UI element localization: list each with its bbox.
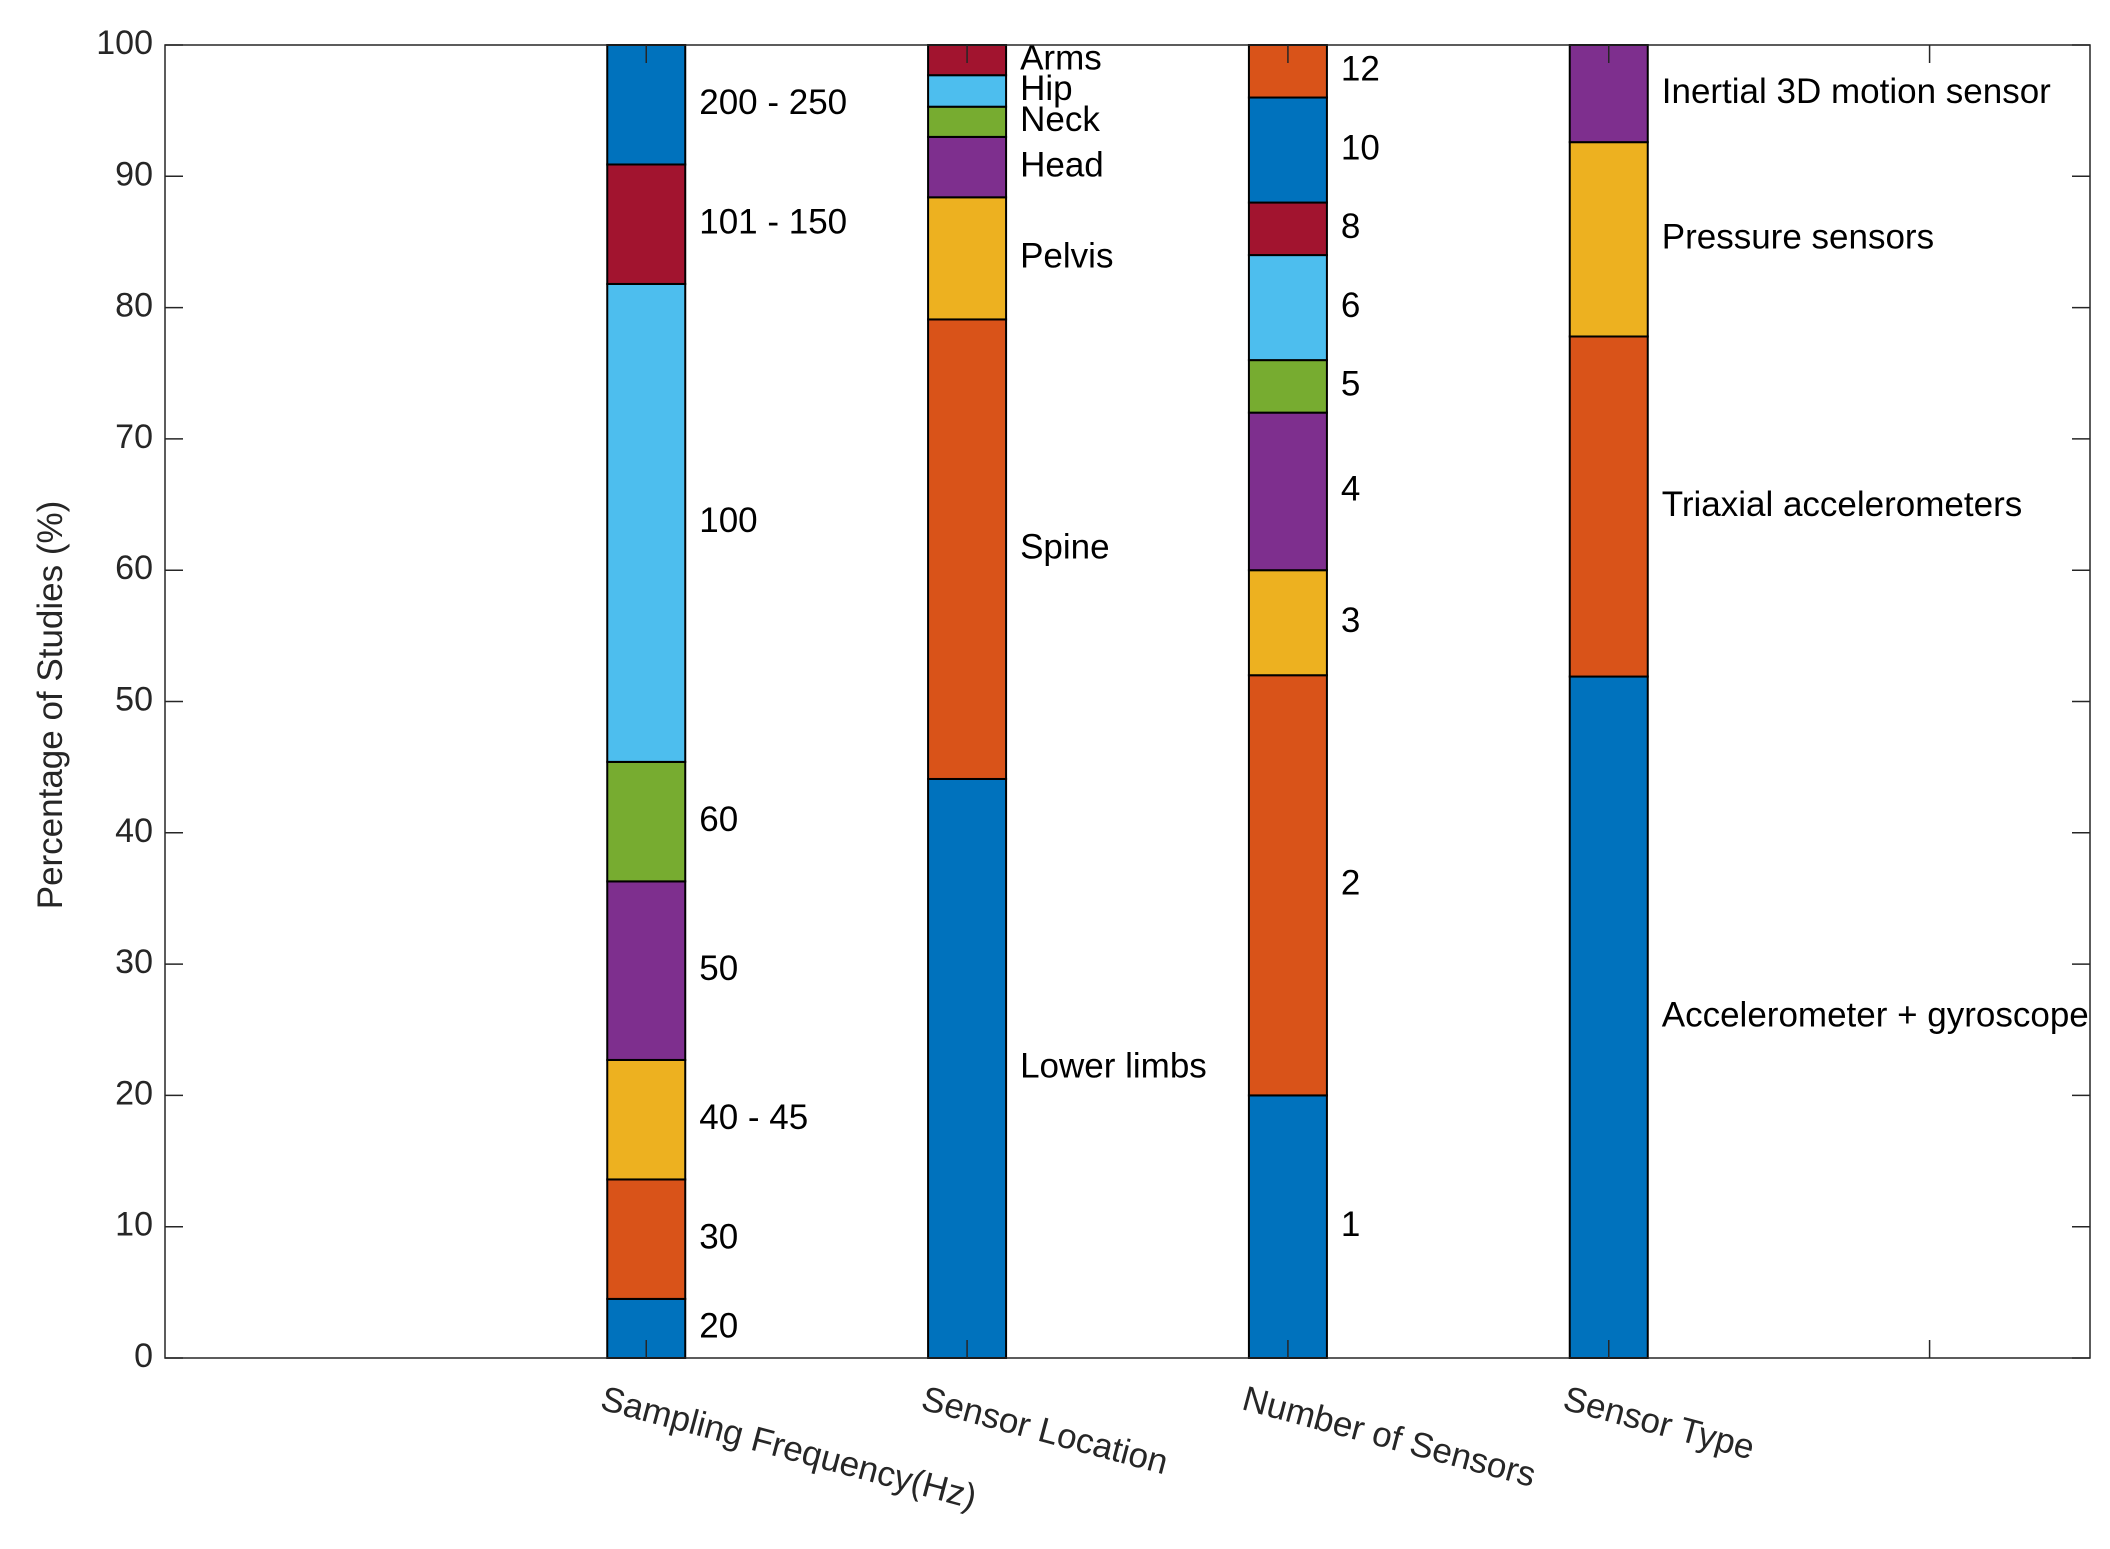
y-tick-label-40: 40 (115, 812, 153, 850)
bar-segment-sensor-type-triaxial-accelerometers (1568, 335, 1649, 678)
y-tick-label-50: 50 (115, 680, 153, 718)
y-tick-label-10: 10 (115, 1206, 153, 1244)
bar-segment-sampling-frequency-hz-40-45 (606, 1058, 687, 1181)
segment-label-number-of-sensors-4: 4 (1341, 470, 1360, 509)
bar-segment-sensor-location-lower-limbs (927, 777, 1008, 1359)
bar-segment-sampling-frequency-hz-100 (606, 282, 687, 763)
segment-label-sampling-frequency-hz-50: 50 (699, 949, 738, 988)
bar-segment-number-of-sensors-3 (1247, 569, 1328, 677)
segment-label-sampling-frequency-hz-101-150: 101 - 150 (699, 202, 847, 241)
bar-segment-number-of-sensors-8 (1247, 201, 1328, 257)
bar-segment-number-of-sensors-1 (1247, 1094, 1328, 1360)
segment-label-sensor-location-spine: Spine (1020, 527, 1110, 566)
category-label-sensor-type: Sensor Type (1559, 1379, 1758, 1467)
y-tick-label-70: 70 (115, 418, 153, 456)
segment-label-sampling-frequency-hz-20: 20 (699, 1307, 738, 1346)
segment-label-sensor-type-pressure-sensors: Pressure sensors (1662, 218, 1934, 257)
bar-segment-sampling-frequency-hz-60 (606, 760, 687, 883)
segment-label-sensor-type-triaxial-accelerometers: Triaxial accelerometers (1662, 485, 2022, 524)
bar-segment-sensor-location-neck (927, 105, 1008, 138)
segment-label-sampling-frequency-hz-30: 30 (699, 1217, 738, 1256)
bar-segment-sampling-frequency-hz-50 (606, 880, 687, 1061)
segment-label-number-of-sensors-5: 5 (1341, 365, 1360, 404)
segment-label-number-of-sensors-10: 10 (1341, 128, 1380, 167)
segment-label-sampling-frequency-hz-40-45: 40 - 45 (699, 1098, 808, 1137)
bar-segment-sensor-type-accelerometer-gyroscope (1568, 675, 1649, 1359)
segment-label-sampling-frequency-hz-200-250: 200 - 250 (699, 83, 847, 122)
segment-label-sensor-location-hip: Hip (1020, 69, 1073, 108)
segment-label-number-of-sensors-12: 12 (1341, 50, 1380, 89)
bar-segment-sensor-location-head (927, 135, 1008, 199)
y-tick-label-60: 60 (115, 549, 153, 587)
bar-segment-sampling-frequency-hz-30 (606, 1178, 687, 1300)
y-tick-label-80: 80 (115, 287, 153, 325)
bar-segment-number-of-sensors-4 (1247, 411, 1328, 572)
segment-label-number-of-sensors-8: 8 (1341, 207, 1360, 246)
segment-label-sensor-type-inertial-3d-motion-sensor: Inertial 3D motion sensor (1662, 72, 2051, 111)
y-axis-title: Percentage of Studies (%) (31, 501, 70, 910)
bar-segment-number-of-sensors-5 (1247, 359, 1328, 414)
segment-label-number-of-sensors-2: 2 (1341, 864, 1360, 903)
bar-segment-sensor-type-pressure-sensors (1568, 141, 1649, 338)
bar-segment-sampling-frequency-hz-200-250 (606, 44, 687, 166)
segment-label-sensor-location-head: Head (1020, 145, 1104, 184)
bar-segment-sensor-location-hip (927, 74, 1008, 108)
plot-area (165, 45, 2090, 1358)
category-label-number-of-sensors: Number of Sensors (1238, 1379, 1539, 1495)
y-tick-label-100: 100 (96, 24, 153, 62)
segment-label-sensor-location-neck: Neck (1020, 100, 1100, 139)
segment-label-number-of-sensors-1: 1 (1341, 1205, 1360, 1244)
bar-segment-number-of-sensors-2 (1247, 674, 1328, 1097)
segment-label-number-of-sensors-3: 3 (1341, 601, 1360, 640)
category-label-sensor-location: Sensor Location (918, 1379, 1172, 1482)
bar-segment-sampling-frequency-hz-101-150 (606, 163, 687, 285)
bar-segment-sensor-location-pelvis (927, 196, 1008, 321)
y-tick-label-30: 30 (115, 943, 153, 981)
y-tick-label-20: 20 (115, 1074, 153, 1112)
segment-label-sensor-location-lower-limbs: Lower limbs (1020, 1047, 1207, 1086)
segment-label-sensor-location-pelvis: Pelvis (1020, 237, 1113, 276)
bar-segment-number-of-sensors-10 (1247, 96, 1328, 204)
segment-label-sampling-frequency-hz-60: 60 (699, 800, 738, 839)
bar-segment-number-of-sensors-6 (1247, 254, 1328, 362)
y-tick-label-0: 0 (134, 1337, 153, 1375)
segment-label-sampling-frequency-hz-100: 100 (699, 501, 757, 540)
y-tick-label-90: 90 (115, 155, 153, 193)
bar-segment-sensor-location-spine (927, 318, 1008, 780)
segment-label-number-of-sensors-6: 6 (1341, 286, 1360, 325)
segment-label-sensor-type-accelerometer-gyroscope: Accelerometer + gyroscope (1662, 996, 2089, 1035)
